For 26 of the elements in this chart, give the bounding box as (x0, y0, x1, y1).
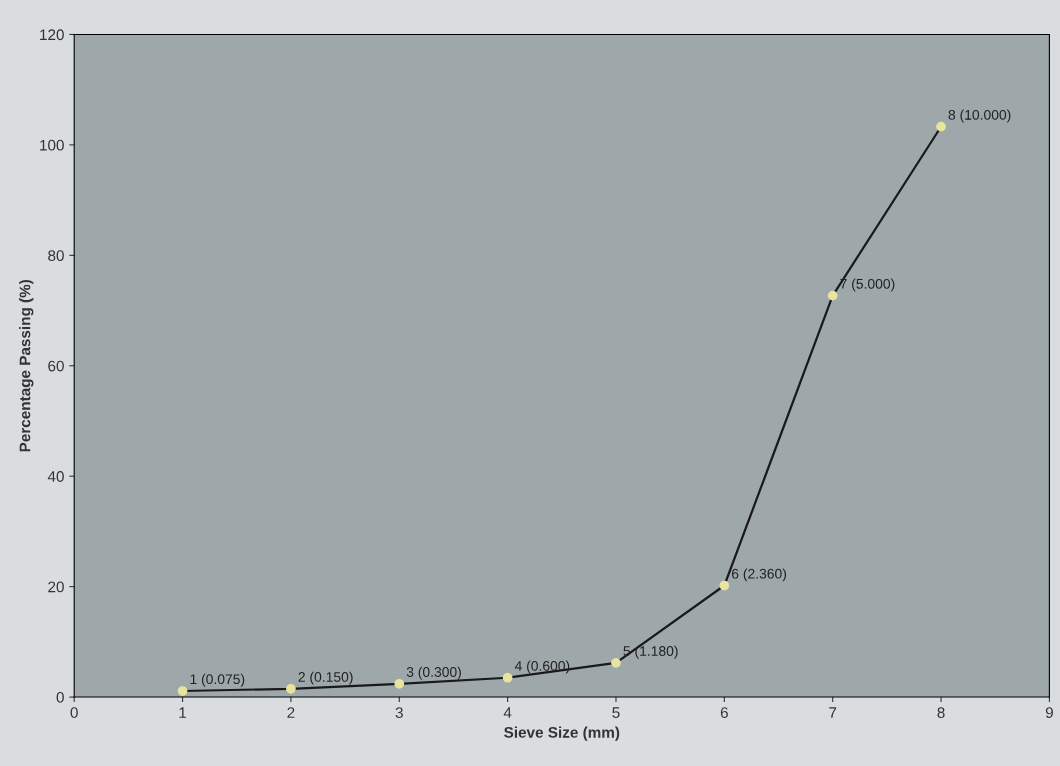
y-tick-label: 80 (48, 250, 64, 262)
y-tick-label: 20 (48, 581, 64, 593)
y-tick-label: 60 (48, 360, 64, 372)
annotation: 1 (0.075) (190, 673, 245, 687)
y-tick-label: 120 (40, 29, 64, 41)
x-tick-label: 1 (179, 707, 187, 718)
annotation: 6 (2.360) (731, 568, 787, 582)
y-tick-label: 100 (40, 139, 64, 151)
y-axis-title: Percentage Passing (%) (19, 279, 34, 452)
x-tick-label: 8 (937, 707, 945, 718)
x-tick-label: 9 (1045, 707, 1053, 718)
y-tick-label: 40 (47, 471, 64, 482)
x-tick-label: 0 (70, 707, 78, 718)
annotation: 3 (0.300) (406, 666, 461, 680)
x-tick-label: 5 (612, 707, 620, 718)
x-tick-label: 7 (829, 707, 837, 718)
y-tick-label: 0 (56, 691, 64, 703)
annotation: 7 (5.000) (840, 278, 895, 292)
annotation: 4 (0.600) (514, 660, 570, 674)
x-tick-label: 2 (287, 707, 295, 718)
x-tick-label: 6 (720, 707, 728, 718)
x-axis-title: Sieve Size (mm) (504, 726, 620, 741)
x-tick-label: 4 (503, 707, 512, 718)
annotation: 8 (10.000) (948, 109, 1011, 123)
x-tick-label: 3 (395, 707, 403, 718)
annotation: 2 (0.150) (298, 671, 353, 685)
